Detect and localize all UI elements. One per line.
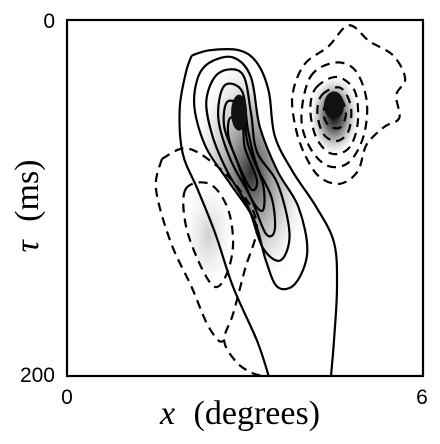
- y-tick-label: 0: [43, 10, 55, 33]
- x-tick-label: 6: [416, 386, 428, 409]
- positive-contour-line: [178, 55, 270, 377]
- y-axis-symbol: τ: [9, 239, 46, 253]
- plot-frame: [65, 18, 425, 378]
- negative-contour-line: [309, 75, 360, 156]
- negative-lobe-shading: [183, 183, 234, 288]
- negative-contour-line: [316, 86, 353, 143]
- negative-contour-line: [182, 181, 235, 289]
- x-axis-symbol: x: [159, 395, 175, 432]
- positive-lobe-shading: [194, 56, 308, 290]
- x-axis-label: x (degrees): [159, 395, 320, 432]
- x-tick-label: 0: [61, 386, 73, 409]
- positive-contour-line: [205, 68, 291, 262]
- positive-contour-line: [191, 48, 339, 377]
- x-axis-unit: (degrees): [194, 395, 320, 432]
- negative-peak-core: [324, 91, 344, 120]
- y-axis-unit: (ms): [9, 160, 46, 222]
- negative-contour-line: [154, 158, 225, 343]
- negative-contour-line: [300, 61, 369, 169]
- negative-contour-line: [161, 147, 264, 378]
- plot-marks: [154, 24, 407, 378]
- positive-contour-line: [192, 55, 309, 291]
- positive-peak-core: [231, 94, 248, 131]
- negative-contour-line: [290, 24, 407, 186]
- negative-contour-line: [322, 96, 348, 130]
- y-axis-label: τ (ms): [9, 160, 46, 253]
- y-tick-label: 200: [20, 364, 55, 387]
